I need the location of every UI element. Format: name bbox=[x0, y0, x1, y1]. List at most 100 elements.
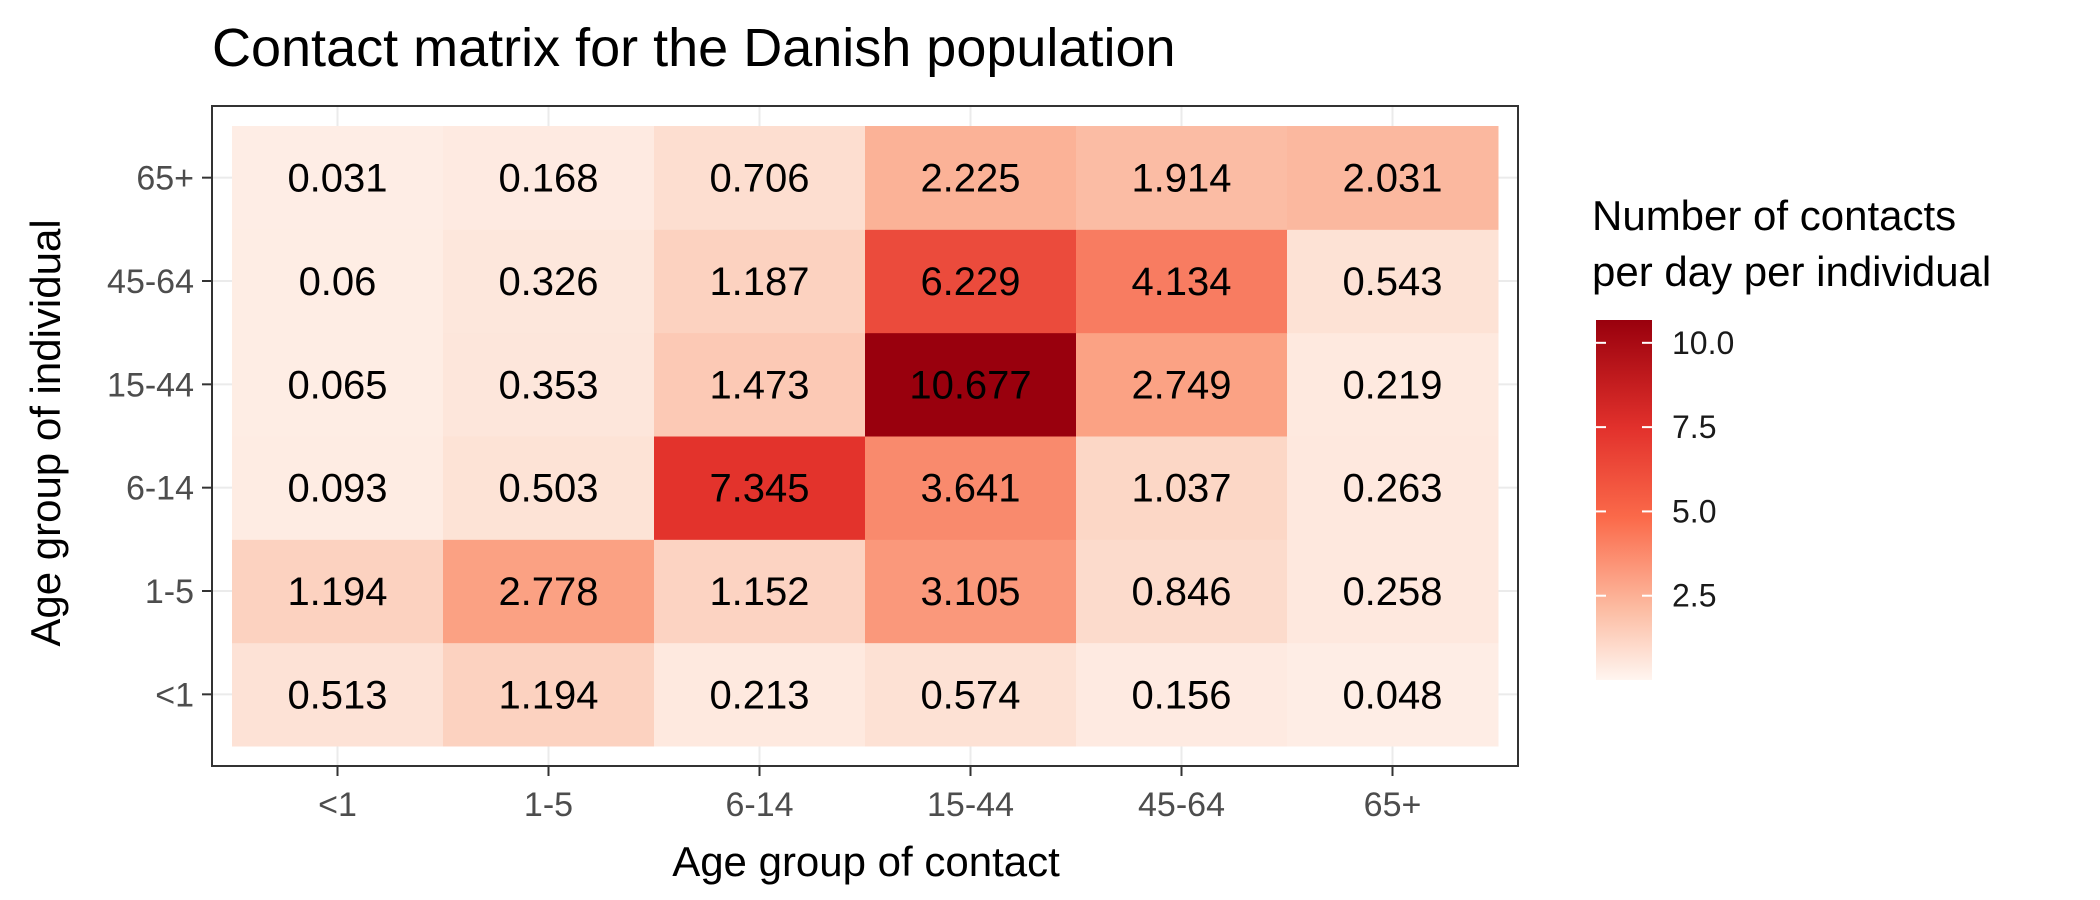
cell-value-label: 4.134 bbox=[1131, 260, 1231, 304]
cell-value-label: 0.326 bbox=[498, 260, 598, 304]
legend-ticks: 2.5 5.0 7.5 10.0 bbox=[1596, 325, 1734, 614]
heatmap-cell bbox=[865, 436, 1077, 540]
x-tick-label: <1 bbox=[318, 786, 357, 824]
cell-value-label: 0.093 bbox=[287, 467, 387, 511]
heatmap-cell bbox=[1076, 126, 1288, 230]
heatmap-cell bbox=[232, 229, 444, 334]
cell-value-label: 1.194 bbox=[498, 673, 598, 717]
heatmap-cell bbox=[232, 539, 444, 644]
heatmap-cell bbox=[443, 436, 655, 540]
cell-value-label: 1.037 bbox=[1131, 467, 1231, 511]
y-tick-label: <1 bbox=[155, 676, 194, 714]
cell-value-label: 0.353 bbox=[498, 363, 598, 407]
cell-value-label: 10.677 bbox=[909, 363, 1031, 407]
heatmap-cell bbox=[654, 126, 866, 230]
heatmap-cell bbox=[654, 229, 866, 334]
legend-tick-label: 5.0 bbox=[1672, 493, 1716, 529]
x-tick-label: 45-64 bbox=[1138, 786, 1225, 824]
heatmap-cell bbox=[443, 126, 655, 230]
heatmap-cell bbox=[1076, 229, 1288, 334]
cell-value-label: 0.846 bbox=[1131, 570, 1231, 614]
heatmap-cell bbox=[865, 642, 1077, 747]
legend-title-line-1: Number of contacts bbox=[1592, 192, 1956, 239]
cell-value-label: 2.031 bbox=[1342, 157, 1442, 201]
heatmap-cell-labels: 0.513 1.194 0.213 0.574 0.156 0.048 1.194 2.778… bbox=[287, 157, 1442, 718]
x-axis-title: Age group of contact bbox=[672, 838, 1060, 885]
color-legend: Number of contacts per day per individua… bbox=[1592, 192, 1991, 680]
cell-value-label: 0.048 bbox=[1342, 673, 1442, 717]
cell-value-label: 0.258 bbox=[1342, 570, 1442, 614]
x-tick-label: 1-5 bbox=[524, 786, 573, 824]
y-tick-label: 45-64 bbox=[107, 263, 194, 301]
cell-value-label: 6.229 bbox=[920, 260, 1020, 304]
y-tick-label: 65+ bbox=[136, 160, 194, 198]
legend-tick-label: 10.0 bbox=[1672, 325, 1734, 361]
y-axis-title: Age group of individual bbox=[22, 219, 69, 646]
y-tick-label: 1-5 bbox=[145, 573, 194, 611]
legend-tick-label: 7.5 bbox=[1672, 409, 1716, 445]
heatmap-cell bbox=[232, 642, 444, 747]
y-tick-label: 6-14 bbox=[126, 470, 194, 508]
cell-value-label: 2.778 bbox=[498, 570, 598, 614]
heatmap-cell bbox=[865, 229, 1077, 334]
cell-value-label: 3.105 bbox=[920, 570, 1020, 614]
cell-value-label: 7.345 bbox=[709, 467, 809, 511]
cell-value-label: 0.503 bbox=[498, 467, 598, 511]
legend-colorbar bbox=[1596, 320, 1652, 680]
cell-value-label: 1.914 bbox=[1131, 157, 1231, 201]
heatmap-cell bbox=[1287, 126, 1499, 230]
heatmap-cell bbox=[443, 229, 655, 334]
legend-tick-label: 2.5 bbox=[1672, 578, 1716, 614]
x-tick-label: 15-44 bbox=[927, 786, 1014, 824]
heatmap-cell bbox=[443, 642, 655, 747]
heatmap-cell bbox=[1076, 436, 1288, 540]
heatmap-cell bbox=[865, 539, 1077, 644]
legend-title-line-2: per day per individual bbox=[1592, 248, 1991, 295]
heatmap-cell bbox=[1287, 229, 1499, 334]
heatmap-cell bbox=[1076, 332, 1288, 437]
cell-value-label: 0.156 bbox=[1131, 673, 1231, 717]
heatmap-cell bbox=[654, 642, 866, 747]
cell-value-label: 0.543 bbox=[1342, 260, 1442, 304]
cell-value-label: 1.194 bbox=[287, 570, 387, 614]
heatmap-cell bbox=[232, 332, 444, 437]
heatmap-cell bbox=[443, 539, 655, 644]
x-tick-label: 6-14 bbox=[725, 786, 793, 824]
x-tick-label: 65+ bbox=[1364, 786, 1422, 824]
panel-border bbox=[211, 105, 1519, 767]
cell-value-label: 0.065 bbox=[287, 363, 387, 407]
cell-value-label: 0.213 bbox=[709, 673, 809, 717]
heatmap-cells bbox=[232, 126, 1499, 747]
cell-value-label: 2.749 bbox=[1131, 363, 1231, 407]
cell-value-label: 0.513 bbox=[287, 673, 387, 717]
cell-value-label: 1.152 bbox=[709, 570, 809, 614]
cell-value-label: 3.641 bbox=[920, 467, 1020, 511]
cell-value-label: 0.219 bbox=[1342, 363, 1442, 407]
cell-value-label: 0.168 bbox=[498, 157, 598, 201]
heatmap-cell bbox=[865, 126, 1077, 230]
cell-value-label: 0.06 bbox=[299, 260, 377, 304]
cell-value-label: 0.574 bbox=[920, 673, 1020, 717]
heatmap-cell bbox=[1287, 332, 1499, 437]
heatmap-cell bbox=[654, 436, 866, 540]
heatmap-cell bbox=[1287, 539, 1499, 644]
cell-value-label: 2.225 bbox=[920, 157, 1020, 201]
x-axis: <1 1-5 6-14 15-44 45-64 65+ bbox=[318, 766, 1421, 824]
heatmap-cell bbox=[865, 332, 1077, 437]
heatmap-cell bbox=[1287, 436, 1499, 540]
heatmap-cell bbox=[1076, 642, 1288, 747]
cell-value-label: 1.473 bbox=[709, 363, 809, 407]
heatmap-cell bbox=[654, 332, 866, 437]
heatmap-cell bbox=[232, 126, 444, 230]
cell-value-label: 1.187 bbox=[709, 260, 809, 304]
y-axis: <1 1-5 6-14 15-44 45-64 65+ bbox=[107, 160, 212, 714]
heatmap-cell bbox=[1287, 642, 1499, 747]
cell-value-label: 0.706 bbox=[709, 157, 809, 201]
heatmap-cell bbox=[654, 539, 866, 644]
chart-title: Contact matrix for the Danish population bbox=[212, 18, 1176, 78]
y-tick-label: 15-44 bbox=[107, 366, 194, 404]
cell-value-label: 0.263 bbox=[1342, 467, 1442, 511]
cell-value-label: 0.031 bbox=[287, 157, 387, 201]
